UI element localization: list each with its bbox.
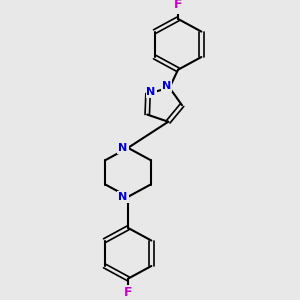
Text: N: N	[118, 192, 127, 202]
Text: F: F	[174, 0, 182, 11]
Text: N: N	[162, 81, 171, 91]
Text: F: F	[124, 286, 132, 299]
Text: N: N	[146, 87, 156, 97]
Text: N: N	[118, 143, 127, 153]
